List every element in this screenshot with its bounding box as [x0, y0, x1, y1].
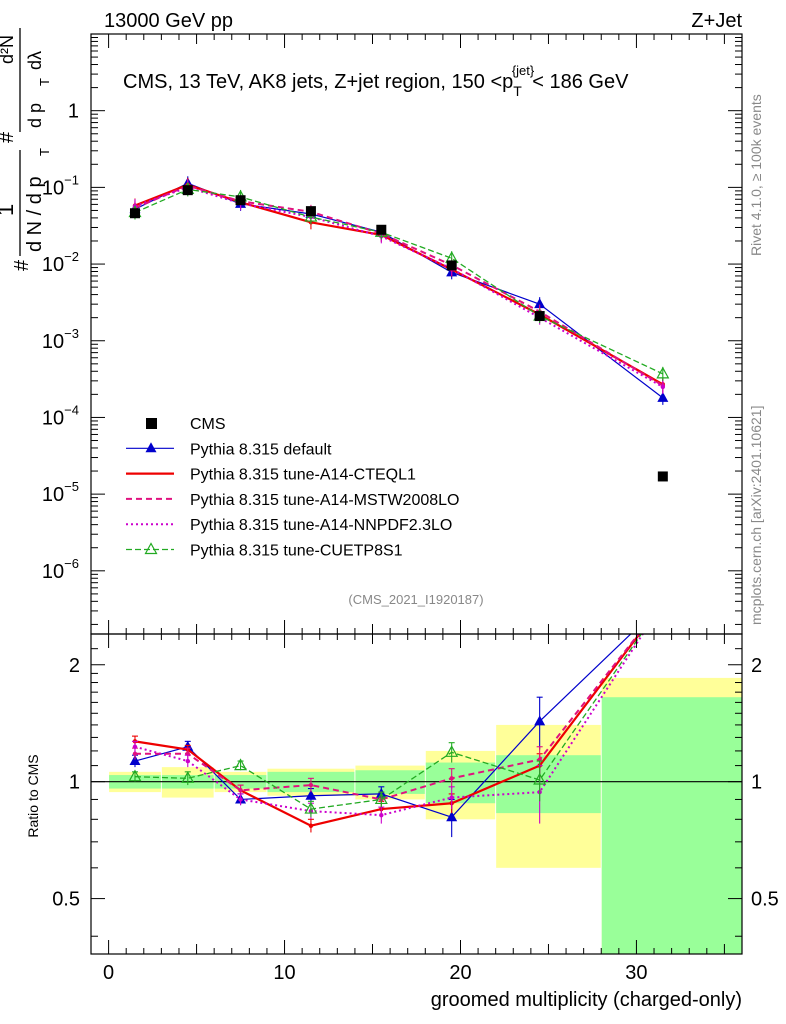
y-tick-label-4: 10−4: [42, 402, 79, 429]
ratio-marker-3-0: [132, 744, 138, 749]
ratio-marker-0-0: [129, 755, 141, 766]
data-point-6: [534, 311, 545, 322]
svg-text:d²N: d²N: [0, 35, 17, 64]
main-frame: [90, 33, 743, 635]
series-marker-3-7: [660, 384, 666, 390]
main-curves: [128, 176, 670, 405]
ratio-marker-2-5: [449, 776, 454, 781]
ratio-curves: [128, 634, 644, 838]
y-axis-title: # 1 d N / d p T # d²N d p T dλ: [0, 28, 52, 271]
legend: CMS Pythia 8.315 default Pythia 8.315 tune…: [126, 416, 459, 560]
series-line-3: [134, 186, 664, 388]
series-line-4: [134, 188, 664, 375]
ratio-marker-3-1: [185, 758, 190, 764]
x-tick-label-2: 20: [449, 962, 471, 984]
x-axis-title: groomed multiplicity (charged-only): [431, 989, 742, 1011]
legend-label-3: Pythia 8.315 tune-A14-NNPDF2.3LO: [190, 517, 452, 534]
ratio-marker-4-2: [234, 758, 248, 771]
data-point-1: [182, 185, 193, 196]
ratio-marker-4-3: [304, 801, 318, 814]
ratio-line-4: [134, 634, 643, 810]
ratio-marker-2-3: [308, 782, 314, 788]
series-line-1: [134, 183, 664, 386]
series-marker-4-7: [656, 366, 670, 379]
ratio-tick-label-left-2: 2: [69, 655, 80, 677]
ratio-marker-0-5: [446, 811, 458, 822]
ratio-marker-3-5: [449, 795, 454, 800]
x-tick-label-0: 0: [103, 962, 114, 984]
ratio-marker-4-6: [533, 772, 547, 785]
ratio-line-2: [134, 634, 640, 801]
svg-text:d N / d p: d N / d p: [24, 176, 46, 252]
data-point-4: [376, 224, 387, 235]
axes: 0 10 20 30 1 10−1 10−2 10−3 10−4 10−5 10−6 0.5 0.5 1 1…: [42, 33, 779, 984]
legend-marker-data: [146, 418, 157, 429]
uncertainty-bands: [91, 677, 742, 954]
header-right: Z+Jet: [691, 10, 742, 32]
ratio-axis-title: Ratio to CMS: [25, 754, 41, 837]
data-point-0: [129, 208, 140, 219]
svg-text:#: #: [0, 131, 18, 143]
series-marker-0-6: [534, 298, 546, 309]
ratio-tick-label-left-1: 1: [69, 772, 80, 794]
ratio-tick-label-left-0: 0.5: [52, 889, 80, 911]
svg-text:dλ: dλ: [25, 51, 45, 70]
legend-label-2: Pythia 8.315 tune-A14-MSTW2008LO: [190, 492, 459, 509]
svg-text:#: #: [11, 259, 33, 271]
legend-marker-4: [144, 542, 158, 555]
ratio-tick-label-right-1: 1: [751, 772, 762, 794]
analysis-label: (CMS_2021_I1920187): [348, 592, 483, 607]
y-tick-label-3: 10−3: [42, 326, 79, 353]
ratio-tick-label-right-0: 0.5: [751, 889, 779, 911]
data-point-2: [235, 195, 246, 206]
ratio-tick-label-right-2: 2: [751, 655, 762, 677]
ratio-line-3: [134, 634, 644, 817]
y-tick-label-0: 1: [68, 101, 79, 123]
legend-label-data: CMS: [190, 416, 226, 433]
data-points: [129, 185, 668, 482]
band-stat-6: [496, 755, 601, 814]
svg-text:d p: d p: [25, 103, 45, 128]
x-tick-label-3: 30: [625, 962, 647, 984]
band-stat-7: [601, 697, 742, 954]
svg-text:1: 1: [0, 204, 18, 216]
ratio-marker-4-5: [445, 745, 459, 757]
band-stat-5: [425, 762, 496, 804]
legend-label-1: Pythia 8.315 tune-A14-CTEQL1: [190, 467, 416, 484]
ratio-marker-0-6: [534, 715, 546, 726]
ratio-marker-2-0: [132, 751, 138, 756]
ratio-frame: [90, 633, 743, 955]
svg-text:T: T: [37, 78, 52, 86]
legend-marker-0: [145, 442, 157, 453]
ratio-marker-4-1: [181, 771, 195, 783]
y-tick-label-6: 10−6: [42, 556, 79, 583]
y-tick-label-1: 10−1: [42, 172, 79, 199]
svg-text:T: T: [37, 148, 52, 156]
ratio-line-1: [134, 634, 641, 827]
ratio-marker-4-0: [128, 769, 142, 782]
legend-label-4: Pythia 8.315 tune-CUETP8S1: [190, 543, 403, 560]
legend-label-0: Pythia 8.315 default: [190, 441, 332, 458]
data-point-3: [305, 206, 316, 217]
mcplots-label: mcplots.cern.ch [arXiv:2401.10621]: [748, 406, 764, 625]
rivet-label: Rivet 4.1.0, ≥ 100k events: [748, 94, 764, 256]
chart-title: CMS, 13 TeV, AK8 jets, Z+jet region, 150…: [123, 63, 629, 99]
ratio-marker-2-2: [238, 788, 243, 793]
ratio-marker-4-4: [374, 792, 388, 805]
data-point-5: [446, 260, 457, 271]
ratio-marker-3-4: [379, 812, 384, 818]
series-line-0: [134, 182, 664, 399]
y-tick-label-2: 10−2: [42, 249, 79, 276]
data-point-7: [657, 471, 668, 482]
series-marker-0-7: [657, 391, 669, 402]
ratio-marker-0-3: [305, 789, 317, 800]
ratio-marker-3-2: [238, 797, 243, 802]
series-line-2: [134, 184, 664, 387]
header-left: 13000 GeV pp: [104, 10, 233, 32]
x-tick-label-1: 10: [273, 962, 295, 984]
ratio-marker-1-3: [308, 823, 314, 828]
y-tick-label-5: 10−5: [42, 479, 79, 506]
